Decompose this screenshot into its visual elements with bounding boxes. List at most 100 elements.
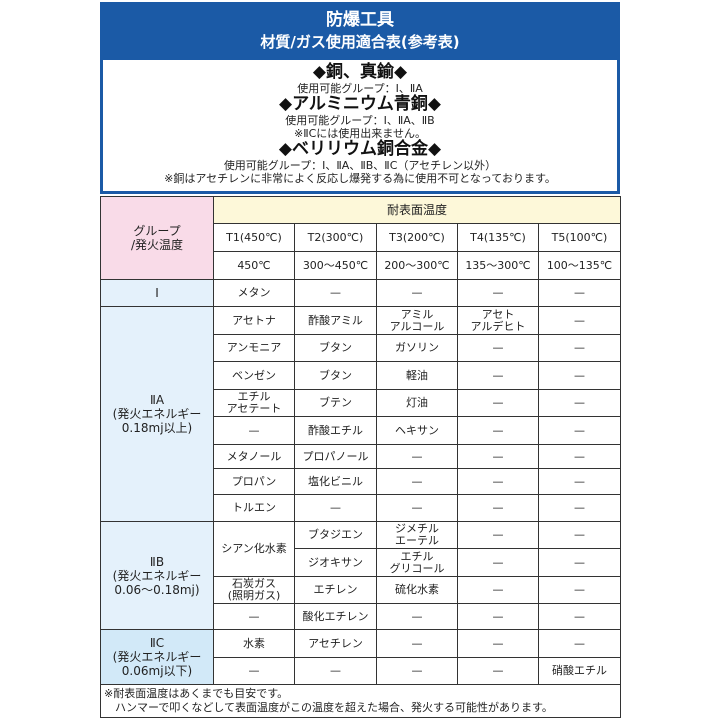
- temp-range-cell: 100〜135℃: [538, 251, 621, 280]
- gas-cell: 石炭ガス (照明ガス): [213, 576, 295, 604]
- gas-cell: —: [213, 657, 295, 685]
- materials-box: ◆銅、真鍮◆ 使用可能グループ：Ⅰ、ⅡA ◆アルミニウム青銅◆ 使用可能グループ：Ⅰ、…: [100, 60, 620, 194]
- gas-cell: —: [376, 603, 458, 630]
- gas-cell: —: [538, 494, 621, 522]
- table-row: ⅡC (発火エネルギー 0.06mj以下) 水素 アセチレン — — —: [100, 629, 621, 685]
- gas-cell: —: [376, 657, 458, 685]
- gas-cell: ジオキサン: [294, 548, 377, 577]
- gas-cell: —: [376, 444, 458, 469]
- gas-cell: ブタジエン: [294, 521, 377, 549]
- table-row: ベンゼン ブタン 軽油 — —: [101, 361, 621, 390]
- gas-cell: 水素: [213, 629, 295, 658]
- gas-cell: —: [457, 603, 539, 630]
- table-row: エチル アセテート ブテン 灯油 — —: [101, 389, 621, 417]
- temp-range-cell: 200〜300℃: [376, 251, 458, 280]
- gas-cell: —: [538, 416, 621, 445]
- gas-cell: アミル アルコール: [376, 306, 458, 335]
- title-banner: 防爆工具 材質/ガス使用適合表(参考表): [100, 2, 620, 60]
- gas-cell: —: [538, 389, 621, 417]
- gas-cell: プロパノール: [294, 444, 377, 469]
- material-note: 使用可能グループ：Ⅰ、ⅡA、ⅡB、ⅡC（アセチレン以外）: [223, 159, 497, 172]
- gas-cell: —: [538, 306, 621, 335]
- gas-cell: アセトナ: [213, 306, 295, 335]
- gas-cell: ヘキサン: [376, 416, 458, 445]
- gas-cell: メタノール: [213, 444, 295, 469]
- gas-cell: エチレン: [294, 576, 377, 604]
- gas-cell: ガソリン: [376, 334, 458, 362]
- table-row: — — — — 硝酸エチル: [101, 657, 621, 685]
- temp-class-header: T2(300℃): [294, 223, 377, 252]
- gas-cell: —: [213, 603, 295, 630]
- gas-cell: ベンゼン: [213, 361, 295, 390]
- group-cell: ⅡC (発火エネルギー 0.06mj以下): [100, 629, 214, 685]
- gas-cell: —: [457, 389, 539, 417]
- gas-cell: プロパン: [213, 468, 295, 495]
- table-row: プロパン 塩化ビニル — — —: [101, 468, 621, 495]
- temp-class-header: T1(450℃): [213, 223, 295, 252]
- footnote: ※耐表面温度はあくまでも目安です。 ハンマーで叩くなどして表面温度がこの温度を超…: [100, 684, 621, 718]
- material-note: ※銅はアセチレンに非常によく反応し爆発する為に使用不可となっております。: [164, 172, 556, 185]
- gas-cell: アンモニア: [213, 334, 295, 362]
- material-name: ◆ベリリウム銅合金◆: [278, 139, 442, 159]
- material-name: ◆アルミニウム青銅◆: [279, 94, 441, 114]
- gas-cell: —: [457, 416, 539, 445]
- gas-cell: —: [457, 657, 539, 685]
- material-note: 使用可能グループ：Ⅰ、ⅡA、ⅡB: [285, 114, 435, 127]
- gas-cell: —: [376, 468, 458, 495]
- gas-cell: —: [294, 657, 377, 685]
- gas-cell: —: [376, 494, 458, 522]
- gas-cell: —: [457, 629, 539, 658]
- gas-cell: ジメチル エーテル: [376, 521, 458, 549]
- gas-compatibility-table: グループ /発火温度 耐表面温度 T1(450℃) T2(300℃) T3(200℃) T…: [100, 196, 621, 718]
- gas-cell: —: [457, 494, 539, 522]
- gas-cell: エチル グリコール: [376, 548, 458, 577]
- gas-cell: —: [538, 603, 621, 630]
- gas-cell: —: [538, 576, 621, 604]
- gas-cell: エチル アセテート: [213, 389, 295, 417]
- temp-range-cell: 300〜450℃: [294, 251, 377, 280]
- temp-class-header: T3(200℃): [376, 223, 458, 252]
- surface-temp-header: 耐表面温度: [213, 196, 621, 224]
- gas-cell: 酢酸アミル: [294, 306, 377, 335]
- gas-cell: —: [376, 279, 458, 307]
- gas-cell: —: [294, 279, 377, 307]
- gas-cell: —: [538, 468, 621, 495]
- gas-cell: —: [538, 334, 621, 362]
- table-row: — 酢酸エチル ヘキサン — —: [101, 416, 621, 445]
- temp-class-header: T5(100℃): [538, 223, 621, 252]
- table-row: ⅡB (発火エネルギー 0.06〜0.18mj) シアン化水素 ブタジエン ジメチル …: [100, 521, 621, 630]
- gas-cell: —: [376, 629, 458, 658]
- gas-cell: 酢酸エチル: [294, 416, 377, 445]
- gas-cell: シアン化水素: [213, 521, 295, 577]
- table-row: アンモニア ブタン ガソリン — —: [101, 334, 621, 362]
- page-subtitle: 材質/ガス使用適合表(参考表): [260, 33, 460, 51]
- gas-cell: —: [213, 416, 295, 445]
- gas-cell: —: [538, 548, 621, 577]
- gas-cell: —: [457, 361, 539, 390]
- temp-range-cell: 450℃: [213, 251, 295, 280]
- gas-cell: —: [457, 548, 539, 577]
- gas-cell: メタン: [213, 279, 295, 307]
- group-cell: ⅡB (発火エネルギー 0.06〜0.18mj): [100, 521, 214, 630]
- gas-cell: 酸化エチレン: [294, 603, 377, 630]
- gas-cell: —: [457, 576, 539, 604]
- group-cell: ⅡA (発火エネルギー 0.18mj以上): [100, 306, 214, 522]
- gas-cell: アセチレン: [294, 629, 377, 658]
- gas-cell: 硝酸エチル: [538, 657, 621, 685]
- gas-cell: —: [538, 521, 621, 549]
- gas-cell: 塩化ビニル: [294, 468, 377, 495]
- table-row: ジオキサン エチル グリコール — —: [101, 548, 621, 577]
- gas-cell: アセト アルデヒト: [457, 306, 539, 335]
- gas-cell: ブタン: [294, 334, 377, 362]
- material-note: 使用可能グループ：Ⅰ、ⅡA: [297, 82, 423, 95]
- gas-cell: —: [538, 361, 621, 390]
- group-header: グループ /発火温度: [100, 196, 214, 280]
- temp-range-cell: 135〜300℃: [457, 251, 539, 280]
- gas-cell: —: [457, 468, 539, 495]
- explosion-proof-tools-chart: 防爆工具 材質/ガス使用適合表(参考表) ◆銅、真鍮◆ 使用可能グループ：Ⅰ、ⅡA…: [100, 2, 621, 718]
- gas-cell: ブテン: [294, 389, 377, 417]
- gas-cell: —: [457, 334, 539, 362]
- gas-cell: 軽油: [376, 361, 458, 390]
- gas-cell: —: [294, 494, 377, 522]
- material-name: ◆銅、真鍮◆: [312, 62, 408, 82]
